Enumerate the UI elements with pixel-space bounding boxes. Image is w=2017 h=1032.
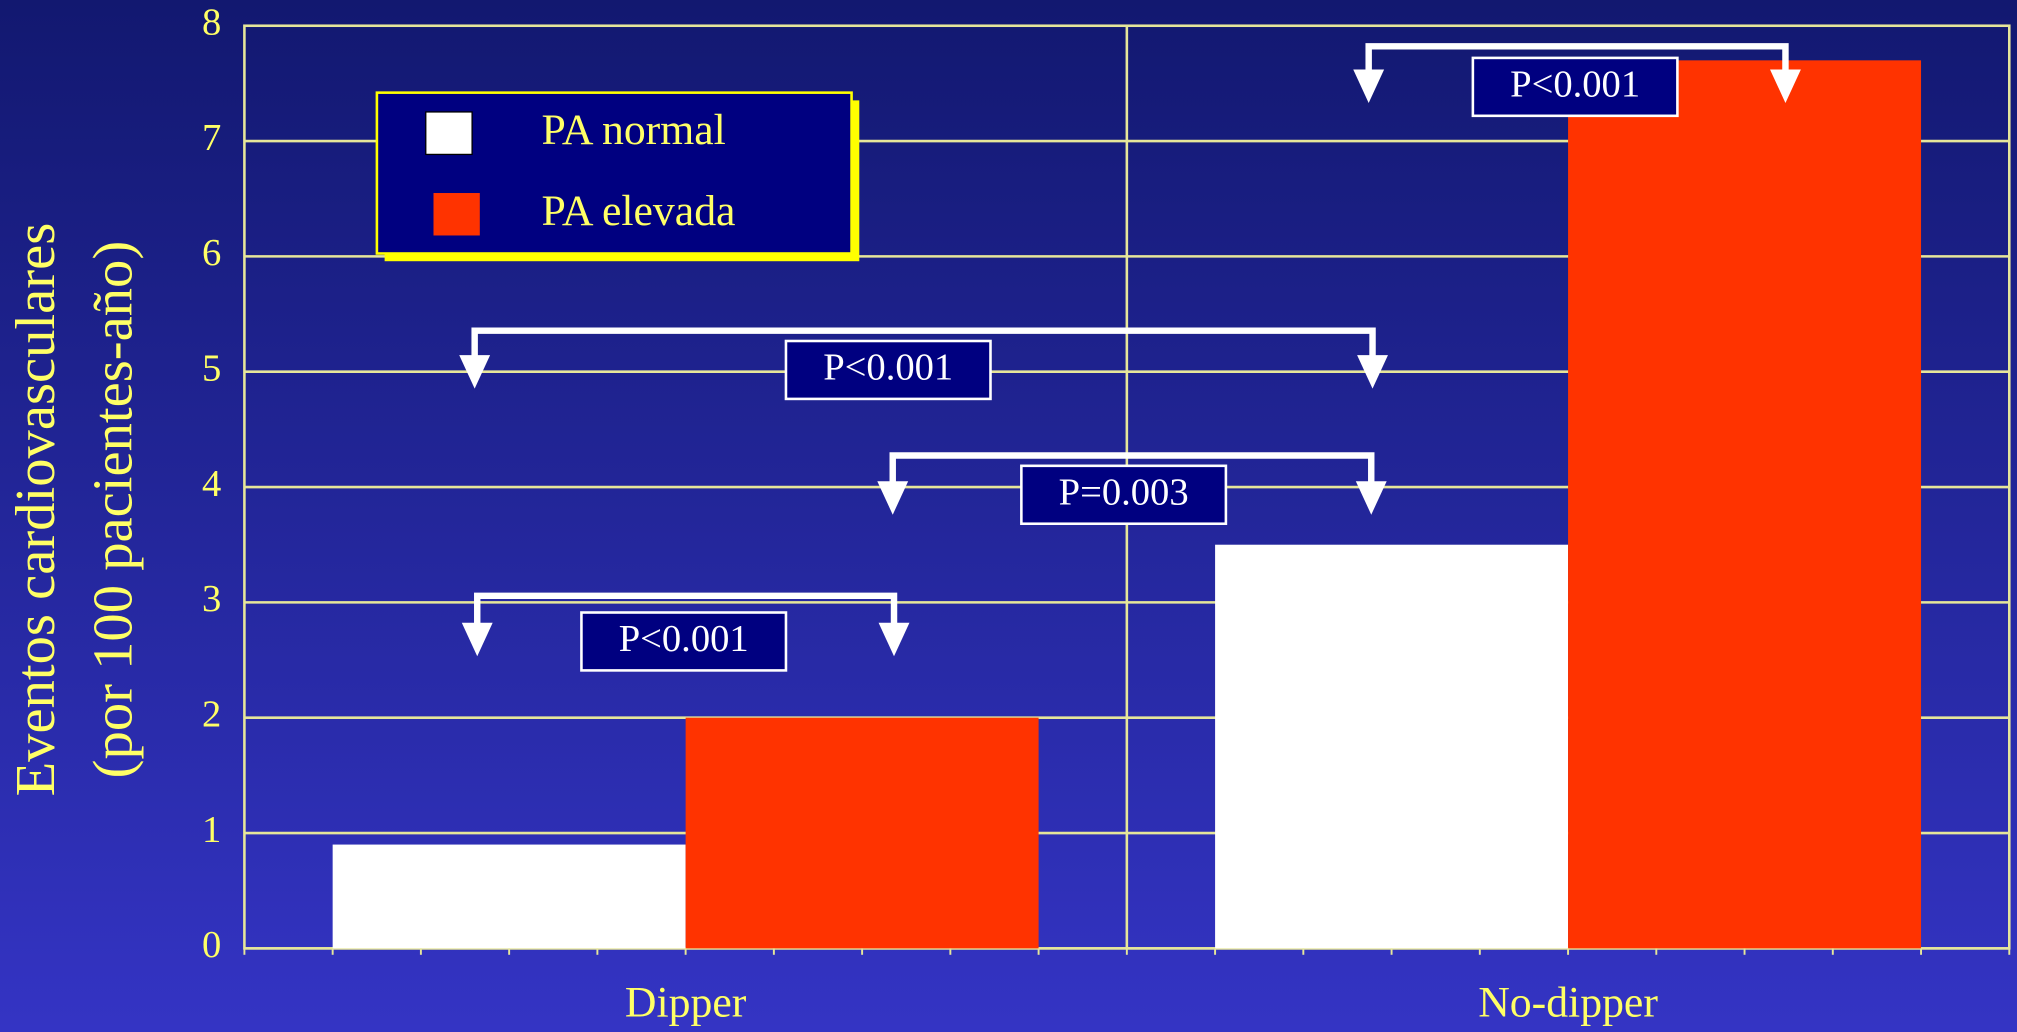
legend: PA normal PA elevada <box>375 91 860 262</box>
annotation-box <box>784 339 992 401</box>
significance-bracket: P<0.001 <box>1353 43 1801 118</box>
y-axis-title: Eventos cardiovasculares <box>5 223 67 797</box>
y-tick-label: 2 <box>202 694 221 736</box>
bracket-line <box>1365 43 1789 75</box>
y-tick-label: 3 <box>202 578 221 620</box>
bracket-arrow <box>878 622 910 657</box>
annotation-text: P=0.003 <box>1059 471 1189 513</box>
annotation-text: P<0.001 <box>619 618 749 660</box>
annotation-text: P<0.001 <box>823 346 953 388</box>
y-tick-label: 7 <box>202 117 221 159</box>
y-tick-label: 5 <box>202 348 221 390</box>
y-axis-title: (por 100 pacientes-año) <box>82 241 144 779</box>
legend-label: PA normal <box>542 106 726 154</box>
bracket-arrow <box>459 355 491 389</box>
legend-swatch <box>433 193 480 236</box>
bracket-line <box>474 592 898 628</box>
annotation-box <box>1020 464 1228 526</box>
y-tick-label: 0 <box>202 924 221 966</box>
bar <box>685 717 1039 949</box>
annotation-box <box>1471 56 1679 118</box>
x-tick-label: Dipper <box>625 978 747 1026</box>
bracket-line <box>889 452 1375 487</box>
y-tick-label: 1 <box>202 809 221 851</box>
bracket-arrow <box>1353 69 1385 103</box>
bar <box>1568 60 1922 949</box>
y-tick-label: 6 <box>202 232 221 274</box>
bracket-arrow <box>1770 69 1801 103</box>
bracket-arrow <box>461 622 493 657</box>
y-tick-label: 4 <box>202 463 221 505</box>
annotation-text: P<0.001 <box>1510 63 1640 105</box>
bar <box>332 844 686 949</box>
bracket-line <box>471 327 1376 361</box>
significance-bracket: P<0.001 <box>461 592 910 672</box>
y-tick-label: 8 <box>202 2 221 44</box>
legend-swatch <box>425 111 473 156</box>
bracket-arrow <box>1357 355 1388 389</box>
bracket-arrow <box>1355 481 1387 515</box>
legend-label: PA elevada <box>542 187 736 235</box>
significance-bracket: P=0.003 <box>877 452 1387 526</box>
bar <box>1215 544 1569 949</box>
x-tick-label: No-dipper <box>1478 978 1658 1026</box>
annotation-box <box>580 611 788 672</box>
significance-bracket: P<0.001 <box>459 327 1388 401</box>
bracket-arrow <box>877 481 909 515</box>
